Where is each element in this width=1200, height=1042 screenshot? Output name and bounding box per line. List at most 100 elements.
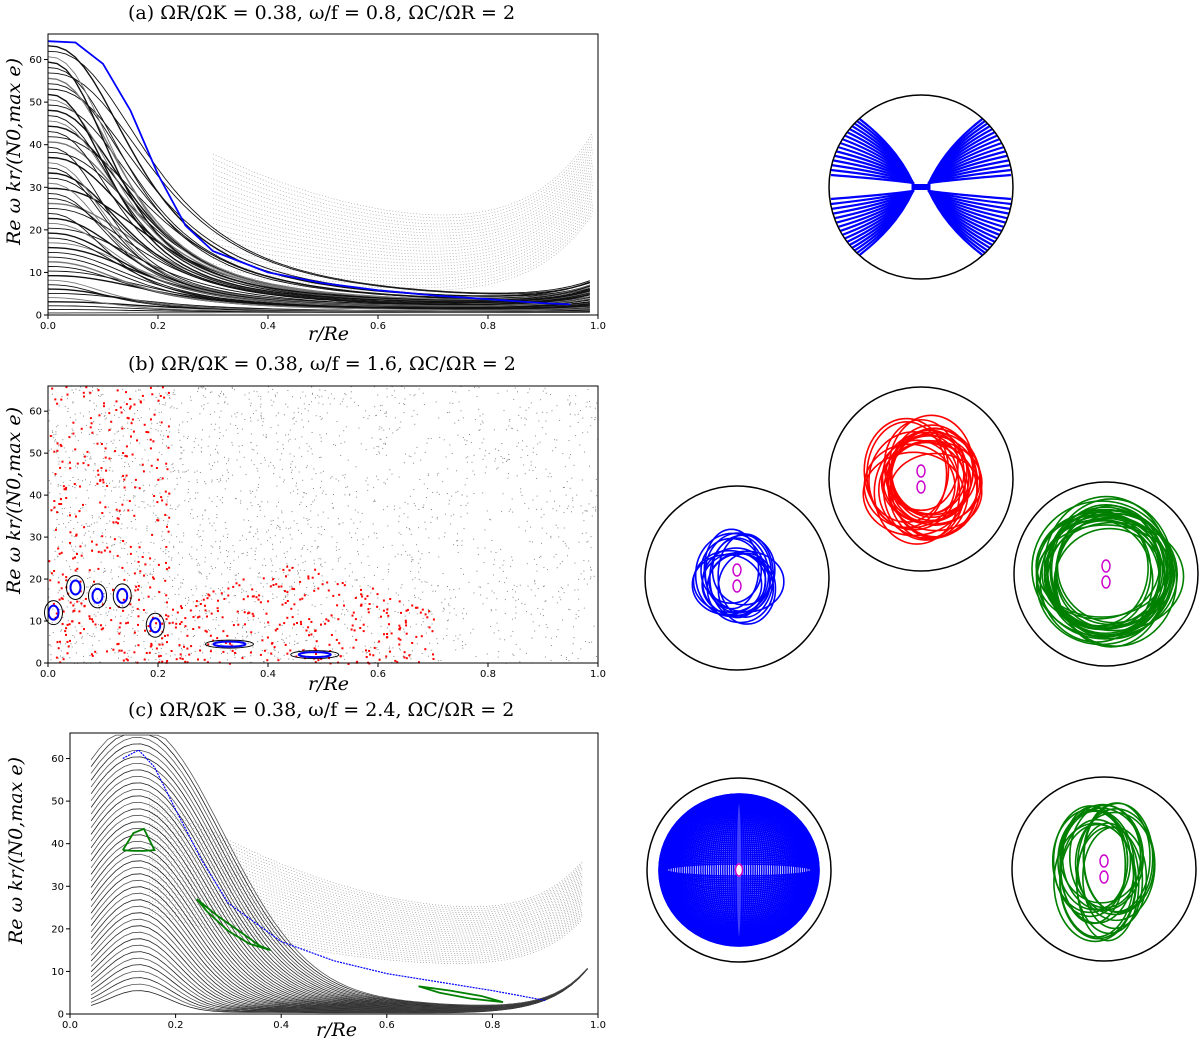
chaotic-point <box>123 641 125 642</box>
chaotic-point <box>89 484 91 486</box>
red-chaotic-point <box>115 508 118 511</box>
chaotic-point <box>239 451 241 453</box>
chaotic-point <box>82 480 83 482</box>
red-chaotic-point <box>166 641 168 644</box>
chaotic-point <box>474 386 476 388</box>
chaotic-point <box>303 403 305 405</box>
chaotic-point <box>516 586 518 588</box>
chaotic-point <box>231 386 233 388</box>
chaotic-point <box>549 490 551 492</box>
red-chaotic-point <box>83 526 86 529</box>
chaotic-point <box>423 506 424 508</box>
chaotic-point <box>365 449 367 451</box>
chaotic-point <box>222 497 223 499</box>
chaotic-point <box>581 532 583 534</box>
island-outer <box>88 583 107 609</box>
chaotic-point <box>578 578 580 580</box>
red-chaotic-point <box>118 649 121 652</box>
chaotic-point <box>113 555 115 557</box>
chaotic-point <box>176 477 178 479</box>
red-chaotic-point <box>59 661 62 664</box>
chaotic-point <box>58 463 60 465</box>
red-chaotic-point <box>324 622 327 625</box>
trajectory-dotted-line <box>149 859 583 939</box>
chaotic-point <box>273 473 275 475</box>
chaotic-point <box>504 582 506 584</box>
red-chaotic-point <box>212 639 215 642</box>
chaotic-point <box>443 439 445 441</box>
orbit-caustic <box>916 464 926 478</box>
red-chaotic-point <box>121 503 124 506</box>
chaotic-point <box>260 543 262 545</box>
chaotic-point <box>146 612 148 614</box>
chaotic-point <box>139 464 141 466</box>
chaotic-point <box>235 652 237 654</box>
chaotic-point <box>154 485 156 487</box>
chaotic-point <box>52 430 53 432</box>
chaotic-point <box>480 594 481 596</box>
red-chaotic-point <box>163 396 166 399</box>
chaotic-point <box>520 491 522 493</box>
chaotic-point <box>127 655 129 657</box>
chaotic-point <box>250 502 252 504</box>
chaotic-point <box>159 434 161 436</box>
chaotic-point <box>311 478 313 480</box>
chaotic-point <box>257 487 259 488</box>
red-chaotic-point <box>196 616 199 619</box>
chaotic-point <box>517 391 518 393</box>
chaotic-point <box>453 544 455 546</box>
chaotic-point <box>93 402 95 404</box>
chaotic-point <box>108 583 110 585</box>
y-tick-label: 60 <box>29 55 42 66</box>
chaotic-point <box>502 462 504 464</box>
chaotic-point <box>158 421 160 423</box>
chaotic-point <box>419 558 421 560</box>
chaotic-point <box>528 469 530 471</box>
red-chaotic-point <box>286 600 289 602</box>
chaotic-point <box>257 576 259 578</box>
red-chaotic-point <box>270 652 273 655</box>
chaotic-point <box>281 638 283 640</box>
chaotic-point <box>536 453 538 455</box>
chaotic-point <box>200 447 202 449</box>
chaotic-point <box>204 641 206 643</box>
chaotic-point <box>93 443 95 445</box>
chaotic-point <box>121 604 123 606</box>
red-chaotic-point <box>123 651 126 654</box>
chaotic-point <box>55 426 57 428</box>
chaotic-point <box>260 403 262 405</box>
chaotic-point <box>235 498 237 500</box>
chaotic-point <box>118 536 120 538</box>
chaotic-point <box>276 392 278 394</box>
chaotic-point <box>365 652 367 654</box>
chaotic-point <box>114 414 116 416</box>
chaotic-point <box>493 564 495 566</box>
chaotic-point <box>201 439 203 441</box>
chaotic-point <box>385 658 387 659</box>
chaotic-point <box>543 585 545 587</box>
red-chaotic-point <box>249 651 252 654</box>
chaotic-point <box>357 539 358 541</box>
chaotic-point <box>105 607 107 608</box>
chaotic-point <box>252 491 254 492</box>
chaotic-point <box>168 551 170 553</box>
chaotic-point <box>257 504 259 505</box>
chaotic-point <box>65 451 67 453</box>
chaotic-point <box>235 649 237 651</box>
chaotic-point <box>210 468 212 470</box>
red-chaotic-point <box>161 386 164 389</box>
red-chaotic-point <box>315 653 317 655</box>
chaotic-point <box>356 527 358 529</box>
red-chaotic-point <box>190 645 193 648</box>
chaotic-point <box>402 544 404 546</box>
chaotic-point <box>410 658 412 660</box>
chaotic-point <box>117 628 119 630</box>
chaotic-point <box>410 533 412 535</box>
red-chaotic-point <box>281 603 284 606</box>
red-chaotic-point <box>112 521 115 524</box>
chaotic-point <box>347 610 349 612</box>
chaotic-point <box>94 464 96 466</box>
chaotic-point <box>440 660 442 661</box>
red-chaotic-point <box>112 648 115 651</box>
chaotic-point <box>248 520 250 522</box>
